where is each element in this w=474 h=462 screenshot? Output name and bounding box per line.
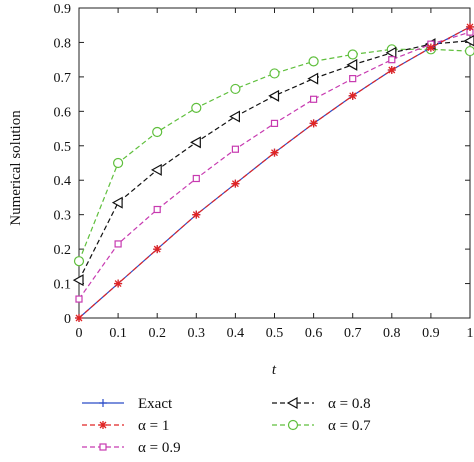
legend-item-4: α = 0.8: [272, 396, 371, 412]
plot-axes: 0 0.1 0.2 0.3 0.4 0.5 0.6 0.7 0.8 0.9 1 0 0.1 0.2 0.3 0…: [54, 2, 474, 341]
series-4: [72, 35, 474, 287]
triangle-left-marker: [385, 46, 397, 59]
triangle-left-marker: [229, 110, 240, 123]
x-tick-label: 1: [467, 326, 474, 341]
legend-label: α = 0.7: [328, 418, 371, 434]
asterisk-marker: [309, 119, 318, 128]
circle-marker: [287, 419, 299, 431]
triangle-left-marker: [286, 396, 298, 410]
series-1: [75, 22, 474, 322]
legend-label: Exact: [138, 396, 173, 412]
square-marker: [270, 119, 279, 127]
y-tick-label: 0.2: [54, 243, 72, 258]
triangle-left-marker: [268, 89, 280, 102]
triangle-left-marker: [463, 35, 474, 47]
asterisk-marker: [426, 43, 435, 52]
x-tick-label: 0.5: [266, 326, 284, 341]
square-marker: [114, 240, 122, 248]
legend-item-2: α = 1: [82, 418, 169, 434]
y-tick-label: 0.3: [54, 209, 72, 224]
asterisk-marker: [114, 279, 123, 288]
x-tick-label: 0.8: [383, 326, 401, 341]
plus-marker: [99, 399, 107, 407]
x-tick-label: 0.3: [188, 326, 206, 341]
circle-marker: [152, 126, 163, 138]
circle-marker: [347, 49, 358, 60]
x-tick-label: 0.2: [148, 326, 166, 341]
square-marker: [99, 443, 107, 451]
series-2: [75, 22, 474, 322]
legend-label: α = 0.8: [328, 396, 371, 412]
series-layer: [72, 22, 474, 322]
square-marker: [153, 205, 161, 214]
circle-marker: [73, 256, 85, 267]
asterisk-marker: [192, 210, 201, 219]
legend-label: α = 0.9: [138, 440, 181, 456]
asterisk-marker: [466, 22, 474, 31]
square-marker: [75, 295, 83, 303]
series-line: [78, 48, 471, 262]
square-marker: [231, 145, 239, 153]
x-tick-label: 0.6: [305, 326, 323, 341]
asterisk-marker: [387, 66, 396, 74]
y-tick-label: 0.1: [54, 278, 72, 293]
circle-marker: [308, 56, 319, 67]
circle-marker: [230, 83, 241, 95]
square-marker: [349, 75, 357, 83]
x-tick-label: 0: [76, 326, 83, 341]
circle-marker: [112, 157, 124, 169]
y-tick-label: 0.9: [54, 2, 72, 17]
x-tick-label: 0.1: [109, 326, 127, 341]
y-tick-label: 0.4: [54, 174, 72, 189]
x-axis-title: t: [272, 362, 277, 378]
asterisk-marker: [270, 148, 279, 157]
x-tick-label: 0.7: [344, 326, 362, 341]
y-tick-label: 0: [64, 312, 71, 327]
legend-item-1: Exact: [82, 396, 173, 412]
circle-marker: [269, 68, 280, 79]
x-tick-label: 0.4: [227, 326, 245, 341]
square-marker: [192, 174, 200, 183]
legend: Exact α = 1 α = 0.9 α = 0.8 α = 0.7: [82, 396, 371, 456]
asterisk-marker: [231, 179, 240, 188]
y-tick-label: 0.8: [54, 36, 72, 51]
legend-label: α = 1: [138, 418, 169, 434]
triangle-left-marker: [111, 196, 123, 209]
y-tick-label: 0.5: [54, 140, 72, 155]
triangle-left-marker: [307, 72, 319, 85]
x-tick-label: 0.9: [422, 326, 440, 341]
circle-marker: [191, 102, 202, 113]
triangle-left-marker: [346, 58, 358, 71]
y-axis-title: Numerical solution: [8, 110, 24, 226]
asterisk-marker: [153, 245, 162, 254]
circle-marker: [464, 45, 474, 57]
asterisk-marker: [75, 314, 83, 322]
legend-item-3: α = 0.9: [82, 440, 181, 456]
asterisk-marker: [99, 421, 107, 429]
square-marker: [388, 56, 396, 64]
legend-item-5: α = 0.7: [272, 418, 371, 434]
asterisk-marker: [348, 91, 357, 100]
triangle-left-marker: [190, 136, 201, 149]
square-marker: [310, 95, 318, 103]
triangle-left-marker: [150, 163, 162, 176]
triangle-left-marker: [72, 274, 84, 287]
plot-frame: [78, 7, 471, 319]
y-tick-label: 0.6: [54, 105, 72, 120]
y-tick-label: 0.7: [54, 71, 72, 86]
